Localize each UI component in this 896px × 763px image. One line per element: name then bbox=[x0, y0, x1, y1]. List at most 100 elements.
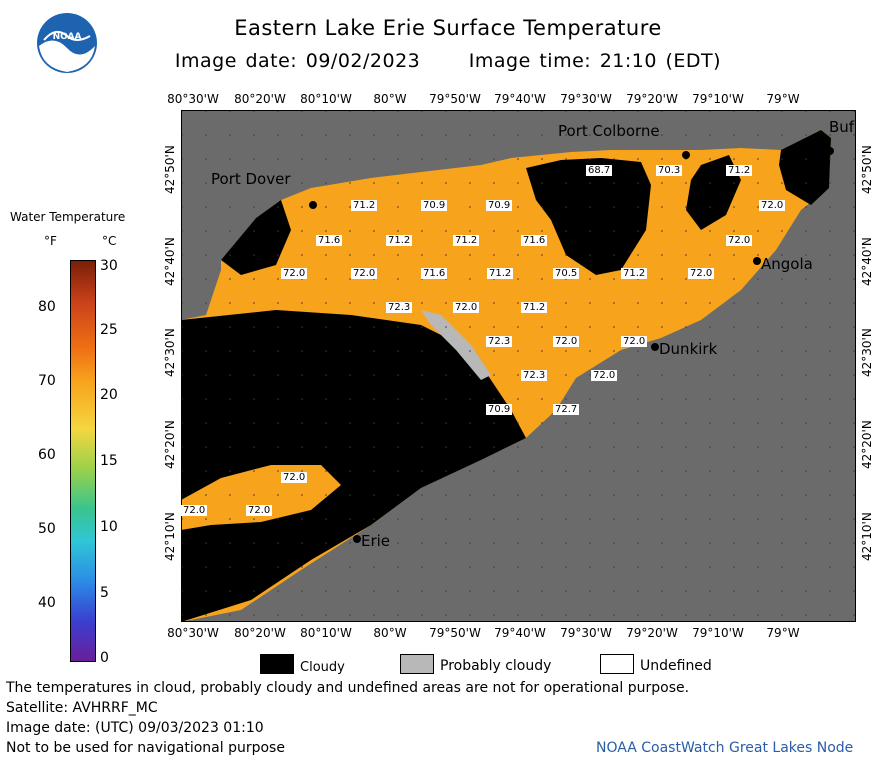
temp-label: 72.0 bbox=[726, 235, 753, 246]
legend-probably-cloudy: Probably cloudy bbox=[440, 658, 552, 674]
lon-label: 79°W bbox=[766, 92, 800, 106]
temp-label: 70.9 bbox=[486, 404, 513, 415]
city-erie: Erie bbox=[361, 532, 391, 550]
colorbar-title: Water Temperature bbox=[10, 210, 126, 224]
c-tick: 0 bbox=[100, 650, 109, 666]
lat-label: 42°40'N bbox=[163, 237, 177, 287]
lon-label: 79°50'W bbox=[429, 626, 481, 640]
noaa-logo: NOAA bbox=[36, 12, 98, 74]
lon-label: 79°40'W bbox=[494, 626, 546, 640]
temp-label: 71.6 bbox=[316, 235, 343, 246]
image-date-time: Image date: 09/02/2023 Image time: 21:10… bbox=[0, 50, 896, 72]
temp-label: 72.0 bbox=[181, 505, 208, 516]
temp-label: 72.0 bbox=[688, 268, 715, 279]
lon-label: 79°50'W bbox=[429, 92, 481, 106]
city-dot-angola bbox=[753, 250, 761, 269]
colorbar bbox=[70, 260, 96, 662]
city-dot-port-dover bbox=[309, 194, 317, 213]
temp-label: 70.9 bbox=[486, 200, 513, 211]
lat-label: 42°40'N bbox=[860, 237, 874, 287]
lon-label: 79°10'W bbox=[692, 626, 744, 640]
c-tick: 15 bbox=[100, 453, 118, 469]
temp-label: 71.6 bbox=[521, 235, 548, 246]
temp-label: 68.7 bbox=[586, 165, 613, 176]
temp-label: 72.0 bbox=[246, 505, 273, 516]
lon-label: 79°30'W bbox=[560, 626, 612, 640]
temp-label: 71.2 bbox=[386, 235, 413, 246]
c-tick: 25 bbox=[100, 322, 118, 338]
lat-label: 42°20'N bbox=[860, 420, 874, 470]
c-tick: 20 bbox=[100, 387, 118, 403]
temp-label: 72.0 bbox=[553, 336, 580, 347]
city-port-colborne: Port Colborne bbox=[558, 122, 660, 140]
lat-label: 42°30'N bbox=[860, 328, 874, 378]
f-tick: 60 bbox=[38, 447, 56, 463]
c-tick: 30 bbox=[100, 258, 118, 274]
map-frame bbox=[181, 110, 856, 622]
lat-label: 42°30'N bbox=[163, 328, 177, 378]
lon-label: 80°30'W bbox=[167, 92, 219, 106]
temp-label: 72.0 bbox=[453, 302, 480, 313]
city-dot-port-colborne bbox=[682, 144, 690, 163]
lat-label: 42°10'N bbox=[163, 512, 177, 562]
temp-label: 71.2 bbox=[487, 268, 514, 279]
lat-label: 42°20'N bbox=[163, 420, 177, 470]
lake-temperature-map: Port Dover Port Colborne Buf Angola Dunk… bbox=[181, 110, 856, 622]
credit-link[interactable]: NOAA CoastWatch Great Lakes Node bbox=[596, 740, 854, 756]
lat-label: 42°50'N bbox=[860, 145, 874, 195]
city-dot-dunkirk bbox=[651, 336, 659, 355]
lon-label: 80°W bbox=[373, 92, 407, 106]
lon-label: 79°40'W bbox=[494, 92, 546, 106]
colorbar-unit-f: °F bbox=[44, 234, 57, 248]
legend-swatch-cloudy bbox=[260, 654, 294, 674]
page-title: Eastern Lake Erie Surface Temperature bbox=[234, 16, 662, 40]
temp-label: 70.5 bbox=[553, 268, 580, 279]
lon-label: 80°W bbox=[373, 626, 407, 640]
city-dot-erie bbox=[353, 528, 361, 547]
temp-label: 72.0 bbox=[591, 370, 618, 381]
legend-cloudy: Cloudy bbox=[300, 660, 345, 675]
temp-label: 71.2 bbox=[453, 235, 480, 246]
temp-label: 71.2 bbox=[726, 165, 753, 176]
nav-warning: Not to be used for navigational purpose bbox=[6, 740, 285, 756]
lon-label: 79°20'W bbox=[626, 626, 678, 640]
map-svg bbox=[181, 110, 856, 622]
c-tick: 5 bbox=[100, 585, 109, 601]
satellite: Satellite: AVHRRF_MC bbox=[6, 700, 158, 716]
city-angola: Angola bbox=[761, 255, 813, 273]
lon-label: 80°20'W bbox=[234, 626, 286, 640]
grid-dots bbox=[181, 110, 856, 622]
lon-label: 80°10'W bbox=[300, 92, 352, 106]
disclaimer: The temperatures in cloud, probably clou… bbox=[6, 680, 690, 696]
lat-label: 42°10'N bbox=[860, 512, 874, 562]
temp-label: 72.0 bbox=[351, 268, 378, 279]
c-tick: 10 bbox=[100, 519, 118, 535]
lon-label: 79°30'W bbox=[560, 92, 612, 106]
noaa-logo-text: NOAA bbox=[52, 32, 82, 42]
lon-label: 80°20'W bbox=[234, 92, 286, 106]
temp-label: 70.9 bbox=[421, 200, 448, 211]
f-tick: 50 bbox=[38, 521, 56, 537]
temp-label: 72.0 bbox=[621, 336, 648, 347]
f-tick: 70 bbox=[38, 373, 56, 389]
city-dot-buf bbox=[826, 140, 834, 159]
temp-label: 72.0 bbox=[281, 472, 308, 483]
lon-label: 80°30'W bbox=[167, 626, 219, 640]
temp-label: 70.3 bbox=[656, 165, 683, 176]
temp-label: 72.3 bbox=[486, 336, 513, 347]
temp-label: 71.6 bbox=[421, 268, 448, 279]
legend-undefined: Undefined bbox=[640, 658, 712, 674]
legend-swatch-probably-cloudy bbox=[400, 654, 434, 674]
image-time: Image time: 21:10 (EDT) bbox=[468, 50, 722, 72]
temp-label: 72.3 bbox=[386, 302, 413, 313]
city-dunkirk: Dunkirk bbox=[659, 340, 718, 358]
utc-date: Image date: (UTC) 09/03/2023 01:10 bbox=[6, 720, 264, 736]
temp-label: 72.7 bbox=[553, 404, 580, 415]
f-tick: 40 bbox=[38, 595, 56, 611]
lon-label: 80°10'W bbox=[300, 626, 352, 640]
temp-label: 72.0 bbox=[759, 200, 786, 211]
lon-label: 79°20'W bbox=[626, 92, 678, 106]
temp-label: 72.3 bbox=[521, 370, 548, 381]
temp-label: 72.0 bbox=[281, 268, 308, 279]
temp-label: 71.2 bbox=[621, 268, 648, 279]
